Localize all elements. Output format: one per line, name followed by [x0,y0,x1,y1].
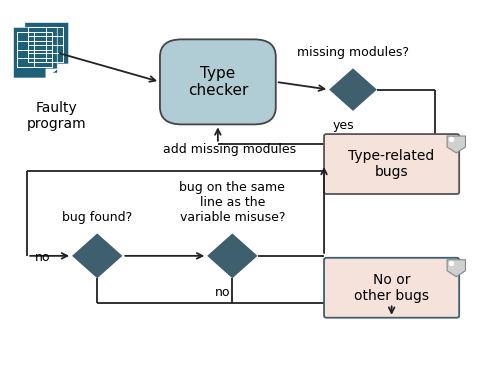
Polygon shape [25,23,69,73]
Text: no: no [35,251,50,264]
Text: Type-related
bugs: Type-related bugs [348,149,435,179]
FancyBboxPatch shape [160,39,276,125]
Text: bug on the same
line as the
variable misuse?: bug on the same line as the variable mis… [180,181,285,224]
Polygon shape [329,68,377,111]
Polygon shape [14,27,57,78]
Text: missing modules?: missing modules? [297,46,409,59]
Text: add missing modules: add missing modules [164,143,297,156]
FancyBboxPatch shape [324,258,459,318]
FancyBboxPatch shape [324,134,459,194]
Text: yes: yes [333,119,354,132]
Text: bug found?: bug found? [62,211,132,224]
Polygon shape [46,69,57,78]
Polygon shape [57,64,69,73]
Text: No or
other bugs: No or other bugs [354,273,429,303]
Polygon shape [207,234,257,278]
Polygon shape [447,136,466,153]
Text: no: no [215,286,230,299]
Polygon shape [72,234,122,278]
Text: Type
checker: Type checker [188,66,248,98]
Polygon shape [447,260,466,277]
Text: Faulty
program: Faulty program [27,101,86,132]
